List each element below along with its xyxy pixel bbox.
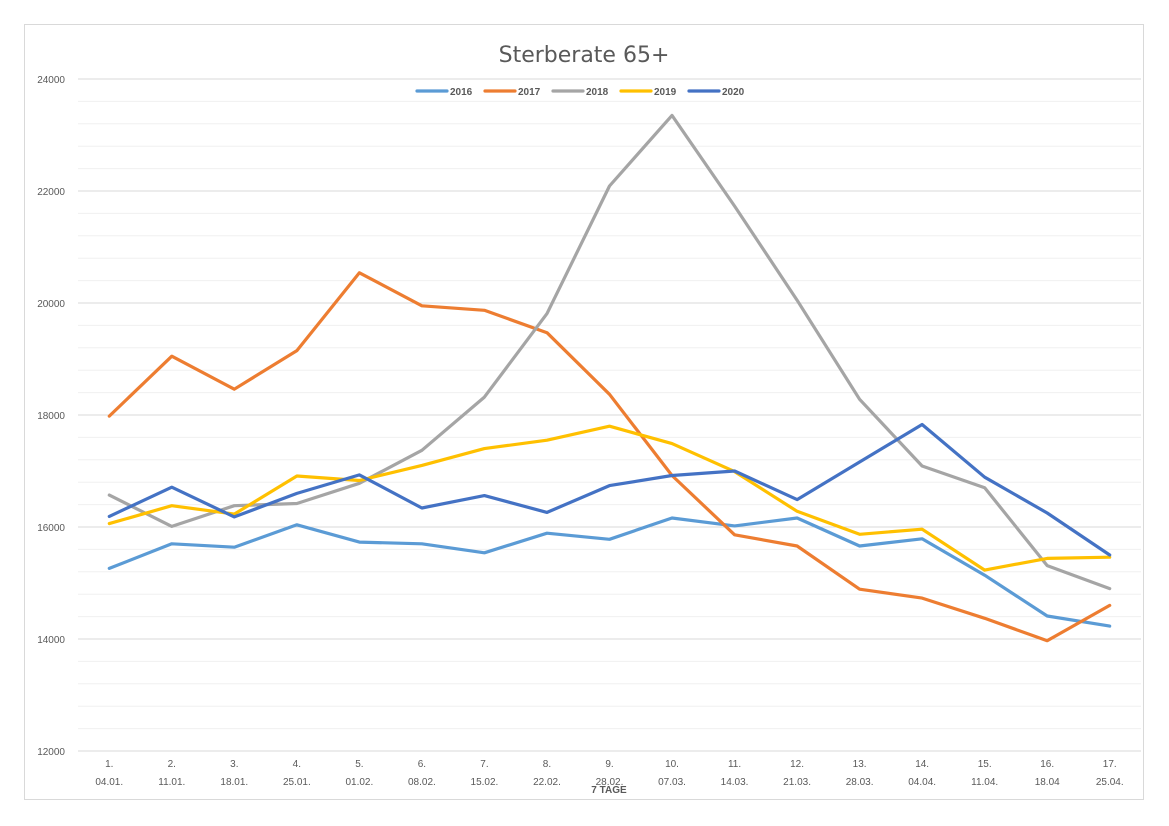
axes: 12000 14000 16000 18000 20000 22000 24000 1. 04.… <box>37 75 1141 788</box>
chart-svg: 12000 14000 16000 18000 20000 22000 24000 1. 04.… <box>37 43 1141 796</box>
x-tick-label: 16. <box>1040 759 1054 770</box>
x-tick-label: 28.03. <box>846 777 874 788</box>
x-tick-label: 1. <box>105 759 113 770</box>
x-tick-label: 12. <box>790 759 804 770</box>
x-tick-label: 01.02. <box>345 777 373 788</box>
legend-label-2020: 2020 <box>722 87 745 98</box>
x-tick-label: 4. <box>293 759 301 770</box>
chart-title: Sterberate 65+ <box>499 43 670 68</box>
legend-label-2017: 2017 <box>518 87 541 98</box>
y-tick-label: 22000 <box>37 187 65 198</box>
y-tick-label: 14000 <box>37 635 65 646</box>
x-tick-label: 6. <box>418 759 426 770</box>
x-tick-label: 15. <box>978 759 992 770</box>
x-tick-label: 08.02. <box>408 777 436 788</box>
series-line-2018 <box>107 113 1112 591</box>
y-tick-label: 20000 <box>37 299 65 310</box>
x-tick-label: 15.02. <box>471 777 499 788</box>
series-line-2019 <box>107 424 1112 572</box>
x-tick-label: 17. <box>1103 759 1117 770</box>
x-tick-label: 18.04 <box>1035 777 1060 788</box>
gridlines <box>78 78 1141 752</box>
series-line-2016 <box>107 516 1112 628</box>
x-tick-label: 07.03. <box>658 777 686 788</box>
legend-label-2016: 2016 <box>450 87 473 98</box>
x-tick-label: 14. <box>915 759 929 770</box>
x-tick-label: 28.02. <box>596 777 624 788</box>
y-tick-label: 24000 <box>37 75 65 86</box>
series-line-2020 <box>107 422 1112 557</box>
x-tick-label: 10. <box>665 759 679 770</box>
x-tick-label: 21.03. <box>783 777 811 788</box>
y-tick-label: 12000 <box>37 747 65 758</box>
x-tick-label: 11. <box>728 759 741 770</box>
y-tick-label: 18000 <box>37 411 65 422</box>
chart-frame: 12000 14000 16000 18000 20000 22000 24000 1. 04.… <box>24 24 1144 800</box>
x-tick-label: 04.01. <box>95 777 123 788</box>
legend: 2016 2017 2018 2019 2020 <box>415 87 745 98</box>
x-axis-title: 7 TAGE <box>591 785 627 796</box>
series-lines <box>107 113 1112 643</box>
y-tick-label: 16000 <box>37 523 65 534</box>
x-tick-label: 7. <box>480 759 488 770</box>
legend-label-2018: 2018 <box>586 87 609 98</box>
x-tick-label: 2. <box>168 759 176 770</box>
series-line-2017 <box>107 271 1112 643</box>
x-tick-label: 25.01. <box>283 777 311 788</box>
x-tick-label: 14.03. <box>721 777 749 788</box>
x-tick-label: 13. <box>853 759 867 770</box>
x-tick-label: 9. <box>605 759 613 770</box>
x-tick-label: 8. <box>543 759 551 770</box>
x-tick-label: 11.01. <box>158 777 185 788</box>
x-tick-label: 3. <box>230 759 238 770</box>
x-tick-label: 04.04. <box>908 777 936 788</box>
x-tick-label: 11.04. <box>971 777 998 788</box>
x-tick-label: 22.02. <box>533 777 561 788</box>
x-tick-label: 18.01. <box>220 777 248 788</box>
legend-label-2019: 2019 <box>654 87 677 98</box>
x-tick-label: 5. <box>355 759 363 770</box>
x-tick-label: 25.04. <box>1096 777 1124 788</box>
